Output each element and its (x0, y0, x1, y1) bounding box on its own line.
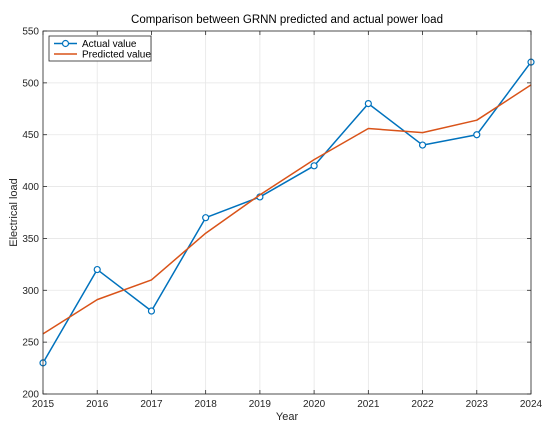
data-point-actual (147, 307, 156, 315)
y-tick-label: 300 (22, 286, 39, 297)
plot-frame (42, 30, 532, 395)
x-tick-label: 2020 (303, 399, 326, 410)
y-tick-label: 550 (22, 27, 39, 38)
x-tick-label: 2016 (86, 399, 109, 410)
chart-title: Comparison between GRNN predicted and ac… (131, 14, 443, 26)
series-line-predicted (42, 84, 532, 335)
x-tick-label: 2023 (466, 399, 489, 410)
y-axis-label: Electrical load (8, 178, 20, 246)
legend-label-actual: Actual value (82, 39, 137, 50)
plot-area (43, 31, 531, 394)
x-tick-label: 2017 (140, 399, 163, 410)
x-tick-label: 2018 (195, 399, 218, 410)
data-point-actual (364, 99, 372, 108)
x-tick-label: 2019 (249, 399, 272, 410)
legend-label-predicted: Predicted value (82, 50, 151, 61)
x-tick-label: 2024 (520, 399, 543, 410)
y-tick-label: 500 (22, 78, 39, 89)
y-tick-label: 350 (22, 234, 39, 245)
data-point-actual (93, 265, 101, 274)
y-tick-label: 250 (22, 338, 39, 349)
tick-layer: 2015 2016 2017 2018 2019 2020 2021 2022 2023 2024… (22, 27, 542, 411)
legend-marker-actual (61, 39, 70, 48)
data-point-actual (473, 131, 481, 139)
y-tick-label: 200 (22, 390, 39, 401)
legend: Actual value Predicted value (48, 35, 152, 62)
x-tick-label: 2021 (357, 399, 380, 410)
data-point-actual (202, 214, 210, 222)
y-tick-label: 450 (22, 130, 39, 141)
x-tick-label: 2022 (411, 399, 434, 410)
data-point-actual (418, 141, 427, 149)
x-tick-label: 2015 (32, 399, 55, 410)
series-layer (39, 58, 535, 367)
x-axis-label: Year (276, 411, 299, 423)
data-point-actual (310, 162, 318, 170)
y-tick-label: 400 (22, 182, 39, 193)
